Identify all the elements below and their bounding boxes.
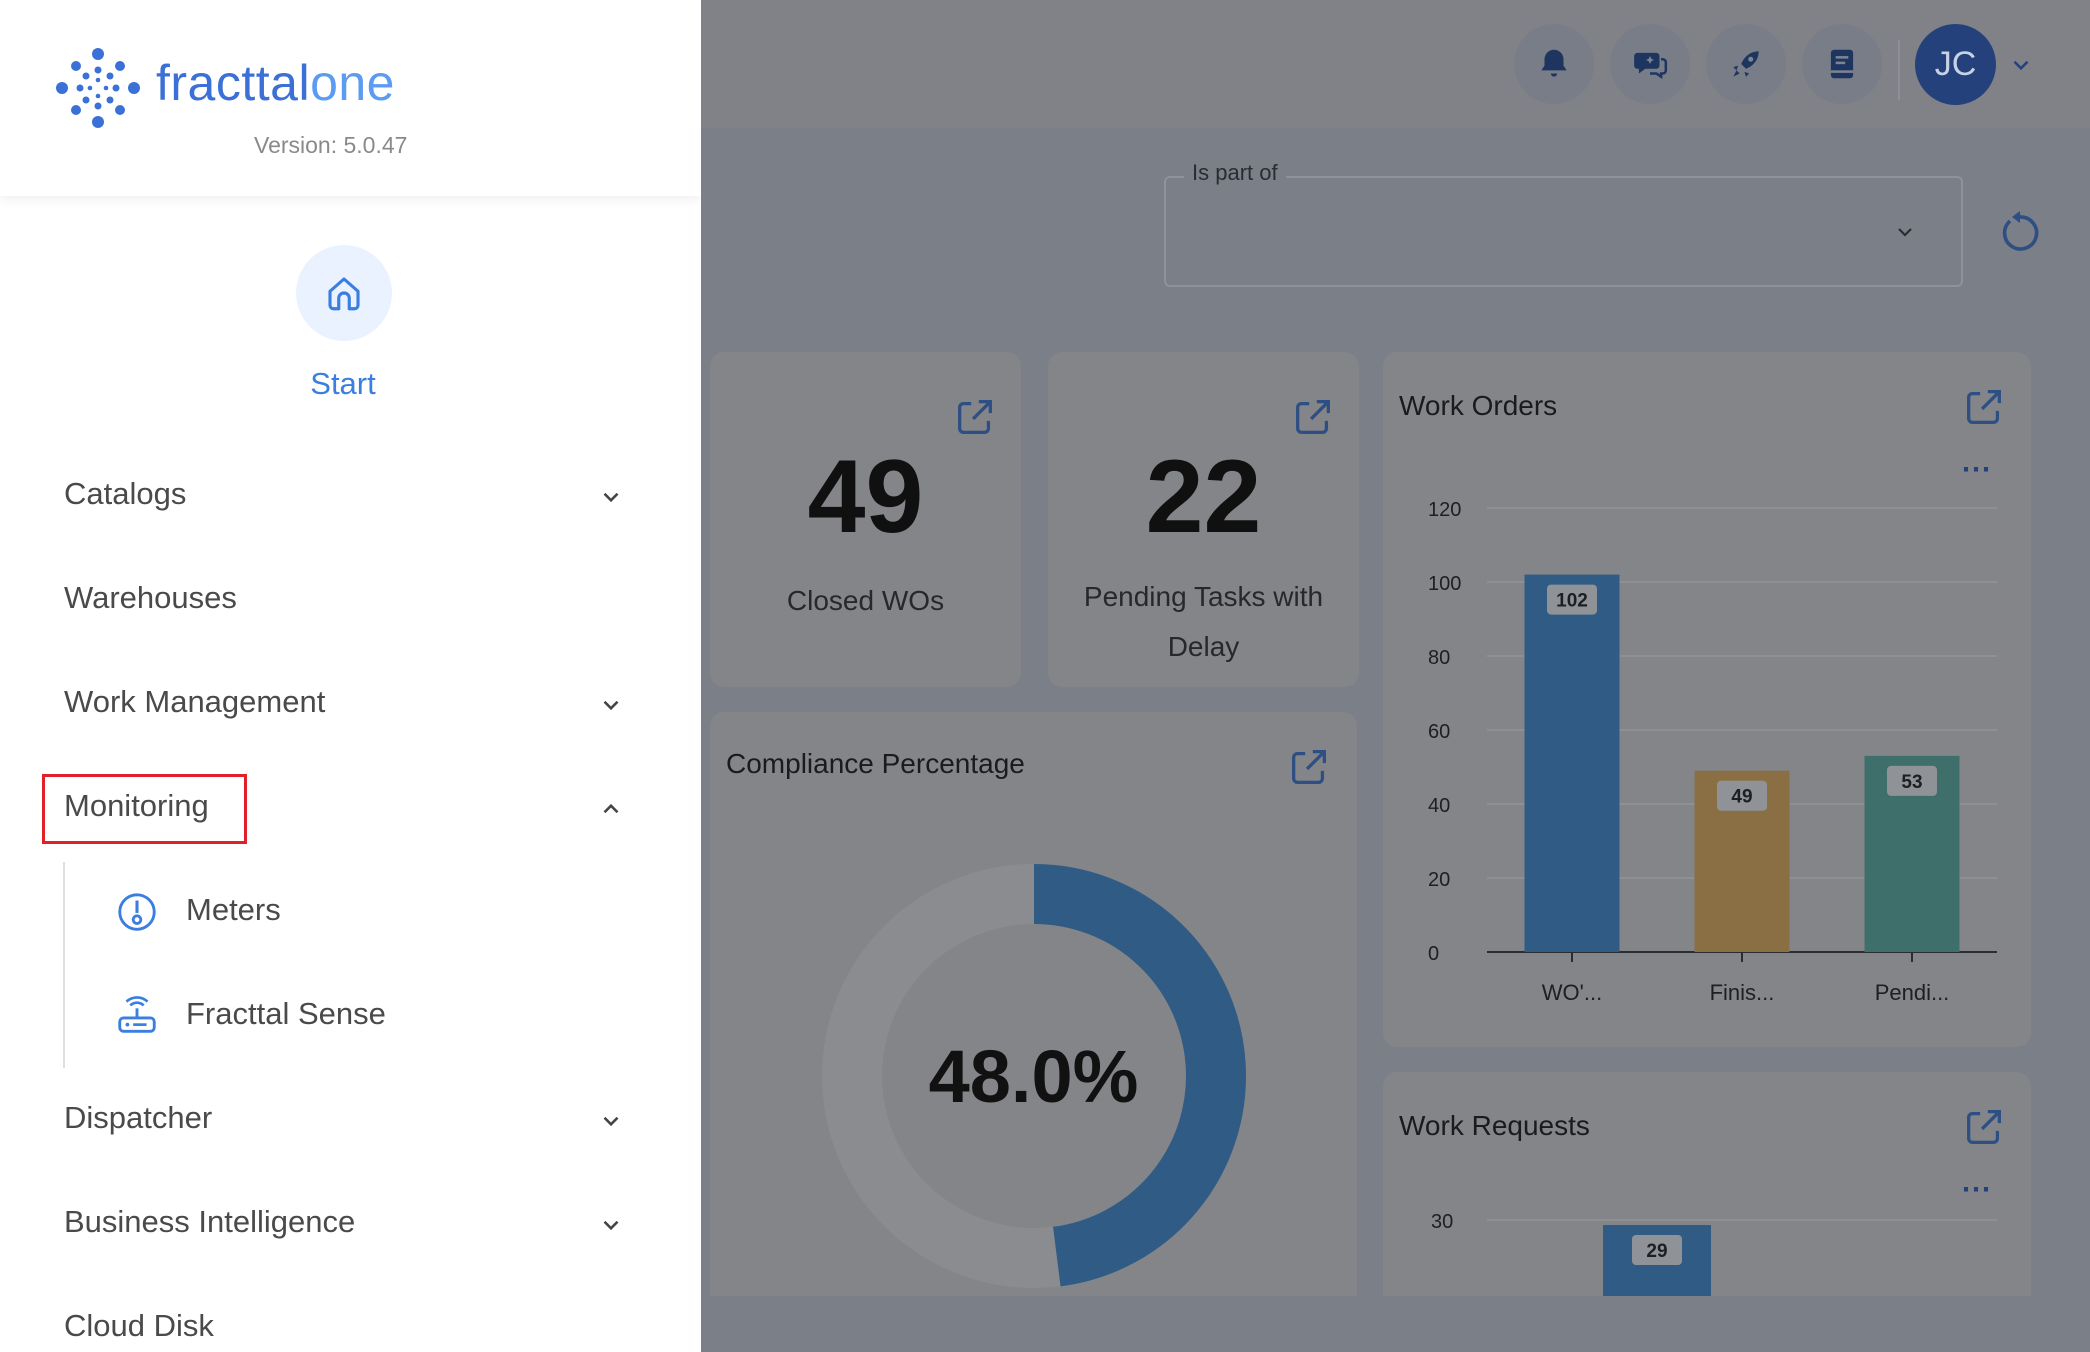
compliance-card: Compliance Percentage 48.0% — [710, 712, 1357, 1296]
card-title: Work Orders — [1399, 390, 1558, 421]
version-label: Version: 5.0.47 — [254, 132, 408, 158]
work-requests-card: Work Requests ⋯ 30 29 — [1383, 1072, 2031, 1296]
y-tick-label: 100 — [1428, 573, 1461, 595]
chevron-down-icon[interactable] — [1893, 220, 1917, 244]
open-external-icon[interactable] — [952, 394, 998, 440]
more-options-icon[interactable]: ⋯ — [1961, 1173, 1993, 1206]
sidebar-item-catalogs[interactable]: Catalogs — [64, 476, 187, 511]
sidebar-item-business-intelligence[interactable]: Business Intelligence — [64, 1204, 356, 1239]
work-orders-card: Work Orders ⋯ 0 20 40 60 80 100 120 102 WO'... 49… — [1383, 352, 2031, 1047]
donut-slice — [822, 864, 1061, 1288]
rocket-icon[interactable] — [1706, 24, 1786, 104]
pending-tasks-card: 22 Pending Tasks with Delay — [1048, 352, 1359, 687]
home-icon — [328, 277, 360, 311]
x-tick-label: Pendi... — [1875, 980, 1950, 1005]
data-label-bg — [1717, 780, 1767, 811]
open-external-icon[interactable] — [1961, 384, 2007, 430]
y-tick-label: 120 — [1428, 499, 1461, 521]
logo-text-part1: fracttal — [156, 55, 311, 111]
sidebar-item-cloud-disk[interactable]: Cloud Disk — [64, 1308, 214, 1343]
chevron-down-icon[interactable] — [598, 1108, 624, 1134]
x-tick-label: WO'... — [1542, 980, 1602, 1005]
book-icon[interactable] — [1802, 24, 1882, 104]
more-options-icon[interactable]: ⋯ — [1961, 453, 1993, 486]
y-tick-label: 0 — [1428, 943, 1439, 965]
chevron-down-icon[interactable] — [598, 484, 624, 510]
data-label: 102 — [1556, 591, 1588, 612]
closed-wos-card: 49 Closed WOs — [710, 352, 1021, 687]
y-tick-label: 30 — [1431, 1211, 1453, 1233]
data-label-bg — [1547, 584, 1597, 615]
refresh-icon[interactable] — [1996, 208, 2044, 256]
y-tick-label: 20 — [1428, 869, 1450, 891]
sidebar-subitem-meters[interactable]: Meters — [186, 892, 281, 927]
is-part-of-select[interactable] — [1164, 176, 1963, 287]
kpi-value: 22 — [1145, 439, 1262, 555]
start-button[interactable] — [296, 245, 392, 341]
sidebar-subitem-fracttal-sense[interactable]: Fracttal Sense — [186, 996, 386, 1031]
header-divider — [1898, 40, 1900, 100]
sidebar: fracttalone Version: 5.0.47 Start Catalo… — [0, 0, 701, 1352]
chevron-down-icon[interactable] — [598, 1212, 624, 1238]
open-external-icon[interactable] — [1286, 744, 1332, 790]
logo-text-part2: one — [310, 55, 395, 111]
logo-text: fracttalone — [156, 54, 395, 112]
kpi-value: 49 — [807, 439, 924, 555]
router-icon — [118, 996, 156, 1033]
bar — [1524, 574, 1620, 952]
sidebar-item-warehouses[interactable]: Warehouses — [64, 580, 237, 615]
chat-sparkle-icon[interactable] — [1610, 24, 1690, 104]
sidebar-item-monitoring[interactable]: Monitoring — [64, 788, 209, 823]
card-title: Work Requests — [1399, 1110, 1590, 1141]
compliance-donut-chart — [822, 864, 1246, 1288]
data-label-bg — [1632, 1235, 1682, 1265]
compliance-value: 48.0% — [928, 1035, 1139, 1118]
highlight-box — [42, 774, 247, 844]
data-label: 53 — [1901, 772, 1922, 793]
work-orders-bar-chart: 0 20 40 60 80 100 120 102 WO'... 49 Finis... 53 Pend… — [1428, 499, 1997, 1005]
donut-slice — [1033, 864, 1246, 1287]
kpi-label-line1: Pending Tasks with — [1083, 581, 1324, 612]
x-tick-label: Finis... — [1710, 980, 1775, 1005]
y-tick-label: 80 — [1428, 647, 1450, 669]
chevron-down-icon[interactable] — [2008, 52, 2034, 78]
meter-icon — [118, 893, 156, 931]
bottom-strip — [700, 1296, 2090, 1352]
card-title: Compliance Percentage — [726, 748, 1025, 779]
open-external-icon[interactable] — [1961, 1104, 2007, 1150]
submenu-guide-line — [63, 862, 65, 1068]
sidebar-item-dispatcher[interactable]: Dispatcher — [64, 1100, 213, 1135]
y-tick-label: 40 — [1428, 795, 1450, 817]
bell-icon[interactable] — [1514, 24, 1594, 104]
data-label: 49 — [1731, 787, 1752, 808]
kpi-label-line2: Delay — [1167, 631, 1240, 662]
logo-area: fracttalone Version: 5.0.47 — [0, 0, 701, 196]
filter-label: Is part of — [1184, 160, 1286, 186]
avatar[interactable]: JC — [1915, 24, 1996, 105]
work-requests-bar-chart: 30 29 — [1431, 1211, 1997, 1296]
sidebar-item-work-management[interactable]: Work Management — [64, 684, 326, 719]
chevron-down-icon[interactable] — [598, 692, 624, 718]
start-label[interactable]: Start — [310, 366, 376, 401]
open-external-icon[interactable] — [1290, 394, 1336, 440]
y-tick-label: 60 — [1428, 721, 1450, 743]
fracttal-logo-icon — [56, 48, 140, 128]
kpi-label: Closed WOs — [786, 585, 945, 616]
chevron-up-icon[interactable] — [598, 796, 624, 822]
data-label: 29 — [1646, 1241, 1667, 1262]
data-label-bg — [1887, 765, 1937, 796]
